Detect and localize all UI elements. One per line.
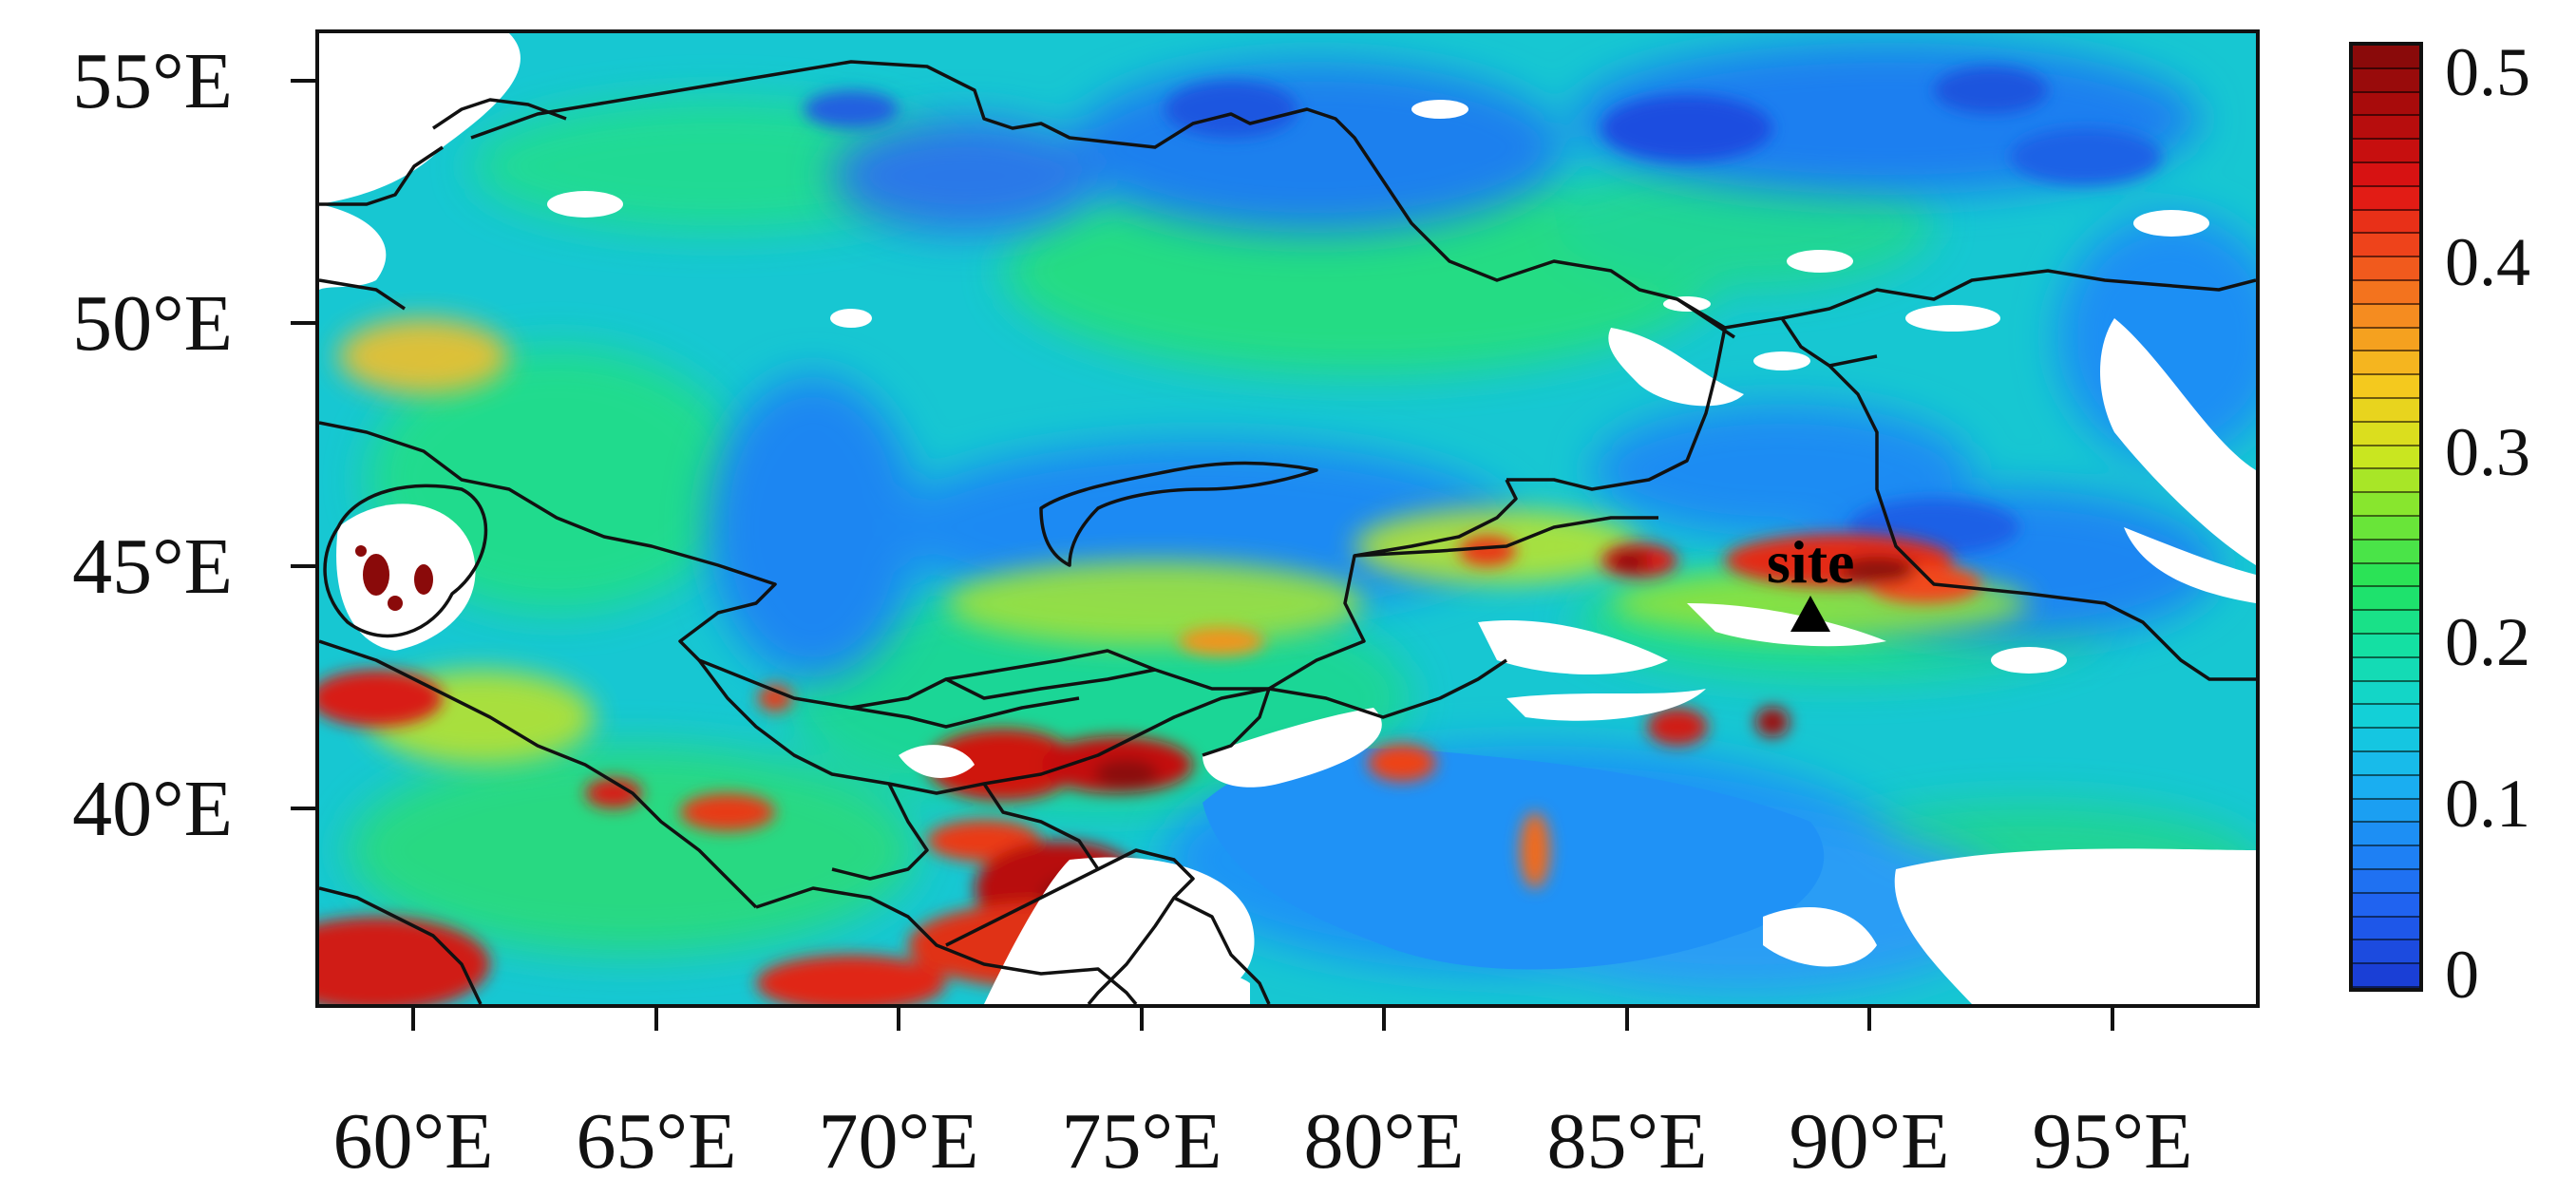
moderate-belts [338,318,2029,765]
x-axis-label-90: 90°E [1789,1097,1950,1186]
colorbar-segment [2353,729,2419,752]
colorbar-segment [2353,540,2419,564]
x-tick-85 [1625,1008,1629,1031]
y-axis-label-55: 55°E [72,37,233,125]
colorbar-segment [2353,281,2419,305]
tarim-basin [1203,748,1825,970]
colorbar-segment [2353,116,2419,141]
x-tick-75 [1140,1008,1144,1031]
x-tick-80 [1382,1008,1386,1031]
colorbar-label-0.2: 0.2 [2445,604,2530,680]
colorbar-segment [2353,635,2419,658]
colorbar-label-0.5: 0.5 [2445,34,2530,110]
y-axis-label-40: 40°E [72,765,233,853]
colorbar-segment [2353,870,2419,894]
colorbar-segment [2353,257,2419,281]
y-tick-40 [291,807,315,810]
colorbar-segment [2353,328,2419,352]
no-data-regions [319,33,2256,1004]
x-axis-label-65: 65°E [576,1097,737,1186]
colorbar-segment [2353,92,2419,117]
colorbar-segment [2353,375,2419,399]
colorbar [2349,42,2423,992]
deep-blue-spots [804,66,2162,556]
colorbar-segment [2353,422,2419,446]
site-label: site [1767,528,1855,596]
colorbar-segment [2353,469,2419,494]
map-canvas [319,33,2256,1004]
colorbar-segment [2353,517,2419,541]
x-tick-60 [411,1008,415,1031]
colorbar-segment [2353,304,2419,329]
y-axis-label-50: 50°E [72,279,233,368]
y-tick-55 [291,79,315,83]
colorbar-label-0: 0 [2445,937,2479,1013]
x-axis-label-85: 85°E [1546,1097,1708,1186]
colorbar-segment [2353,940,2419,965]
colorbar-segment [2353,823,2419,847]
colorbar-segment [2353,210,2419,235]
colorbar-segment [2353,775,2419,800]
x-axis-label-60: 60°E [332,1097,494,1186]
x-tick-90 [1867,1008,1871,1031]
colorbar-segment [2353,705,2419,730]
colorbar-segment [2353,681,2419,706]
x-tick-65 [654,1008,658,1031]
colorbar-segment [2353,186,2419,211]
colorbar-segment [2353,493,2419,517]
country-borders [319,60,2256,1004]
colorbar-segment [2353,799,2419,824]
colorbar-label-0.3: 0.3 [2445,414,2530,490]
map-panel: site [315,29,2260,1008]
colorbar-segment [2353,587,2419,612]
colorbar-segment [2353,893,2419,918]
x-tick-95 [2111,1008,2114,1031]
colorbar-segment [2353,399,2419,423]
y-tick-50 [291,321,315,325]
colorbar-segment [2353,140,2419,163]
colorbar-segment [2353,846,2419,870]
colorbar-segment [2353,46,2419,69]
colorbar-label-0.4: 0.4 [2445,224,2530,300]
x-tick-70 [897,1008,900,1031]
colorbar-segment [2353,752,2419,776]
colorbar-segment [2353,68,2419,93]
colorbar-segment [2353,446,2419,470]
colorbar-segment [2353,964,2419,988]
x-axis-label-70: 70°E [818,1097,979,1186]
colorbar-segment [2353,657,2419,682]
x-axis-label-80: 80°E [1303,1097,1465,1186]
y-tick-45 [291,564,315,568]
colorbar-segment [2353,351,2419,376]
colorbar-segment [2353,611,2419,635]
colorbar-segment [2353,163,2419,187]
x-axis-label-95: 95°E [2032,1097,2193,1186]
colorbar-label-0.1: 0.1 [2445,766,2530,842]
colorbar-segment [2353,563,2419,588]
aral-hotspot-dots [355,545,433,611]
colorbar-segment [2353,234,2419,258]
colorbar-segment [2353,917,2419,941]
x-axis-label-75: 75°E [1061,1097,1222,1186]
triangle-icon [1790,596,1830,632]
y-axis-label-45: 45°E [72,522,233,611]
